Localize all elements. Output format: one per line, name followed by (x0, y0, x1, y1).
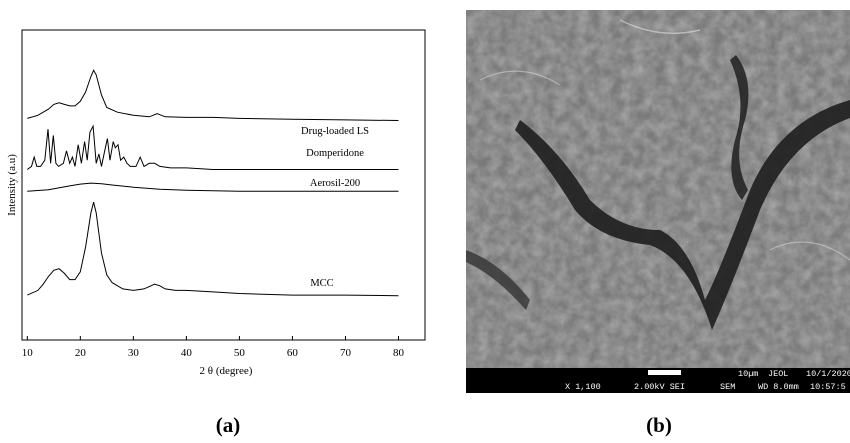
series-label: Aerosil-200 (310, 178, 360, 189)
y-axis-label: Intensity (a.u) (6, 154, 18, 216)
xrd-trace (27, 202, 398, 296)
series-label: Drug-loaded LS (301, 126, 369, 137)
magnification: X 1,100 (565, 382, 601, 392)
series-label: MCC (310, 278, 333, 289)
caption-a: (a) (216, 413, 241, 437)
maker: JEOL (768, 369, 788, 379)
series-label: Domperidone (306, 148, 364, 159)
x-tick-label: 50 (234, 347, 246, 359)
x-tick-label: 80 (393, 347, 405, 359)
sem-image: 10µm JEOL 10/1/2020 X 1,100 2.00kV SEI S… (466, 10, 850, 393)
scale-bar-label: 10µm (738, 369, 758, 379)
x-tick-label: 10 (22, 347, 34, 359)
voltage: 2.00kV SEI (634, 382, 685, 392)
x-tick-label: 70 (340, 347, 352, 359)
xrd-trace (27, 70, 398, 120)
x-axis-label: 2 θ (degree) (200, 365, 253, 377)
x-tick-label: 40 (181, 347, 193, 359)
plot-frame (22, 30, 425, 340)
time: 10:57:5 (810, 382, 846, 392)
caption-b: (b) (646, 413, 672, 437)
x-tick-label: 30 (128, 347, 140, 359)
working-distance: WD 8.0mm (758, 382, 799, 392)
figure: 10µm JEOL 10/1/2020 X 1,100 2.00kV SEI S… (0, 0, 850, 443)
x-tick-label: 20 (75, 347, 87, 359)
date: 10/1/2020 (806, 369, 850, 379)
mode: SEM (720, 382, 735, 392)
x-tick-label: 60 (287, 347, 299, 359)
xrd-chart: 2 θ (degree) Intensity (a.u) 10 20 30 40 50 6… (6, 30, 425, 377)
